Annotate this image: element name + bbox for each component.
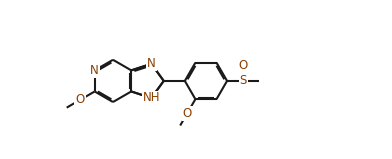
Text: N: N	[90, 64, 99, 77]
Text: O: O	[75, 93, 85, 106]
Text: S: S	[240, 74, 247, 87]
Text: N: N	[147, 57, 156, 70]
Text: NH: NH	[143, 91, 160, 104]
Text: O: O	[239, 59, 248, 72]
Text: O: O	[183, 107, 192, 120]
